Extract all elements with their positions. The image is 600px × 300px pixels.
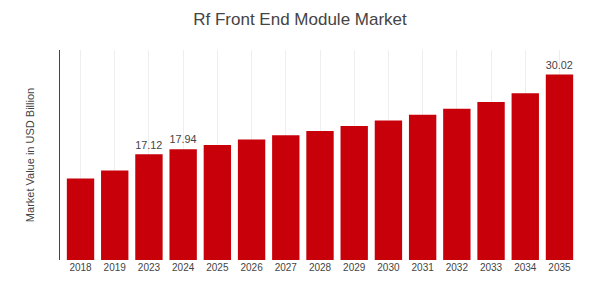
svg-text:2029: 2029: [343, 262, 366, 273]
svg-text:17.94: 17.94: [169, 133, 196, 145]
svg-text:2030: 2030: [377, 262, 400, 273]
svg-text:2033: 2033: [480, 262, 503, 273]
svg-text:2019: 2019: [104, 262, 127, 273]
svg-text:30.02: 30.02: [546, 59, 573, 71]
svg-text:2031: 2031: [412, 262, 435, 273]
svg-text:2034: 2034: [514, 262, 537, 273]
svg-text:2023: 2023: [138, 262, 161, 273]
svg-text:Rf Front End Module Market: Rf Front End Module Market: [193, 10, 407, 29]
svg-text:2027: 2027: [275, 262, 298, 273]
svg-text:2025: 2025: [206, 262, 229, 273]
svg-text:2035: 2035: [548, 262, 571, 273]
svg-text:2026: 2026: [240, 262, 263, 273]
svg-text:2024: 2024: [172, 262, 195, 273]
svg-text:2018: 2018: [69, 262, 92, 273]
svg-text:2032: 2032: [446, 262, 469, 273]
svg-text:2028: 2028: [309, 262, 332, 273]
svg-text:Market Value in USD Billion: Market Value in USD Billion: [24, 88, 36, 222]
svg-text:17.12: 17.12: [135, 139, 162, 151]
